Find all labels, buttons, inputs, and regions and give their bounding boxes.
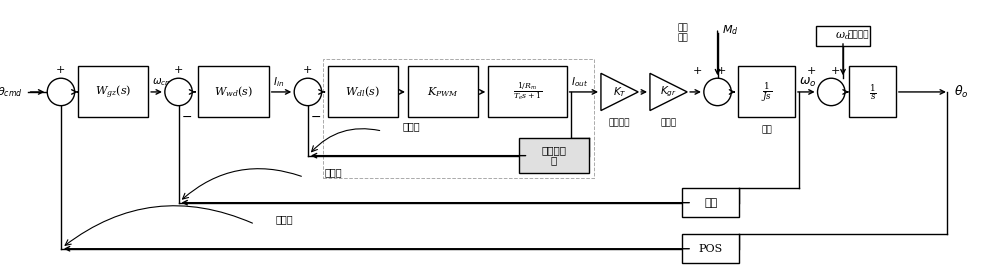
- FancyBboxPatch shape: [682, 188, 739, 217]
- Text: $K_{gr}$: $K_{gr}$: [660, 85, 677, 99]
- Text: −: −: [311, 111, 321, 124]
- Circle shape: [818, 78, 845, 106]
- Text: $\frac{1/R_m}{T_e s+1}$: $\frac{1/R_m}{T_e s+1}$: [513, 81, 542, 103]
- FancyBboxPatch shape: [682, 234, 739, 263]
- Circle shape: [47, 78, 75, 106]
- Text: 框架: 框架: [761, 125, 772, 134]
- FancyBboxPatch shape: [328, 67, 398, 117]
- Circle shape: [294, 78, 322, 106]
- FancyBboxPatch shape: [78, 67, 148, 117]
- Text: +: +: [831, 66, 840, 76]
- Text: 外部扰动: 外部扰动: [848, 31, 869, 39]
- Text: +: +: [807, 66, 816, 76]
- Text: 扰动
力矩: 扰动 力矩: [678, 23, 689, 43]
- Text: 电流传感
器: 电流传感 器: [541, 146, 566, 165]
- Text: $I_{in}$: $I_{in}$: [273, 75, 284, 89]
- Text: 力矩系数: 力矩系数: [609, 118, 630, 128]
- Text: 跟踪环: 跟踪环: [276, 214, 293, 224]
- Text: $\omega_d$: $\omega_d$: [835, 30, 851, 42]
- Text: $W_{wd}(s)$: $W_{wd}(s)$: [214, 85, 253, 99]
- Text: +: +: [56, 65, 66, 75]
- Text: 稳定环: 稳定环: [325, 167, 342, 177]
- Text: $K_{PWM}$: $K_{PWM}$: [427, 85, 459, 99]
- Polygon shape: [650, 73, 687, 111]
- FancyBboxPatch shape: [408, 67, 478, 117]
- Text: $\omega_{cmd}$: $\omega_{cmd}$: [152, 76, 178, 88]
- FancyBboxPatch shape: [849, 67, 896, 117]
- Text: 传动比: 传动比: [660, 118, 677, 128]
- FancyBboxPatch shape: [198, 67, 269, 117]
- FancyBboxPatch shape: [488, 67, 567, 117]
- Text: $I_{out}$: $I_{out}$: [571, 75, 588, 89]
- Text: $\frac{1}{Js}$: $\frac{1}{Js}$: [761, 80, 772, 104]
- Text: 陀螺: 陀螺: [704, 198, 717, 208]
- Text: $\omega_o$: $\omega_o$: [799, 76, 816, 89]
- FancyBboxPatch shape: [816, 26, 870, 46]
- Text: $\frac{1}{s}$: $\frac{1}{s}$: [869, 82, 876, 102]
- Text: 电流环: 电流环: [403, 121, 421, 131]
- Text: +: +: [174, 65, 183, 75]
- FancyBboxPatch shape: [519, 138, 589, 173]
- FancyBboxPatch shape: [738, 67, 795, 117]
- Text: POS: POS: [699, 244, 723, 254]
- Text: $W_{dl}(s)$: $W_{dl}(s)$: [345, 85, 380, 99]
- Text: $M_d$: $M_d$: [722, 23, 739, 37]
- Text: $\theta_{cmd}$: $\theta_{cmd}$: [0, 85, 23, 99]
- Text: +: +: [693, 66, 703, 76]
- Text: $\theta_o$: $\theta_o$: [954, 84, 968, 100]
- Circle shape: [704, 78, 731, 106]
- Text: −: −: [182, 111, 192, 124]
- Text: $W_{gz}(s)$: $W_{gz}(s)$: [95, 83, 131, 101]
- Text: +: +: [717, 66, 726, 76]
- Text: $K_T$: $K_T$: [613, 85, 626, 99]
- Text: +: +: [303, 65, 313, 75]
- Polygon shape: [601, 73, 638, 111]
- Circle shape: [165, 78, 192, 106]
